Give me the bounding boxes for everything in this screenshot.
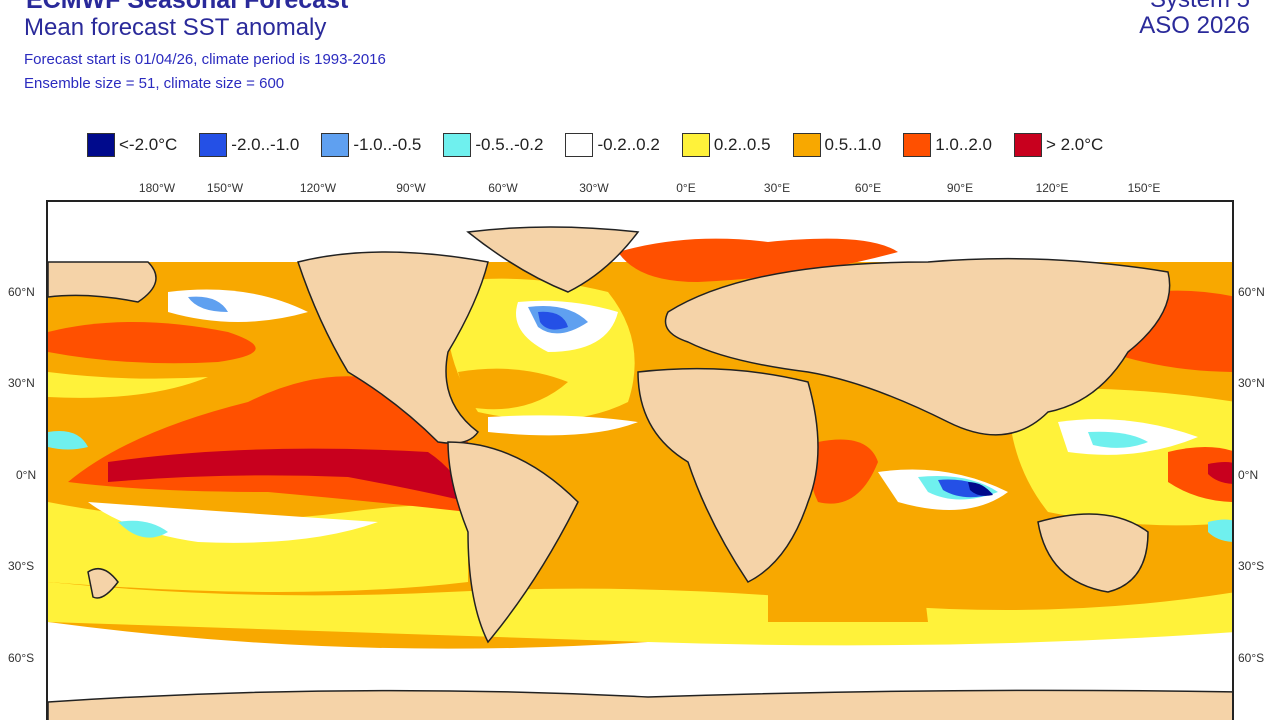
legend-item: -0.5..-0.2 <box>443 133 543 157</box>
legend-swatch <box>792 133 821 157</box>
y-tick-left: 30°S <box>8 559 35 573</box>
x-tick: 60°E <box>854 181 882 195</box>
y-tick-left: 30°N <box>8 376 35 390</box>
legend-swatch <box>443 133 472 157</box>
legend-label: 1.0..2.0 <box>935 135 992 154</box>
x-tick: 90°W <box>396 181 426 195</box>
y-tick-right: 60°S <box>1238 651 1265 665</box>
x-tick: 120°E <box>1035 181 1069 195</box>
forecast-start-text: Forecast start is 01/04/26, climate peri… <box>24 51 386 68</box>
legend-item: -1.0..-0.5 <box>321 133 421 157</box>
y-tick-right: 30°S <box>1238 559 1265 573</box>
legend-label: 0.5..1.0 <box>824 135 882 154</box>
legend-swatch <box>681 133 710 157</box>
org-title: ECMWF Seasonal Forecast <box>26 0 349 14</box>
x-tick: 180°W <box>138 181 176 195</box>
legend-item: 0.2..0.5 <box>681 133 771 157</box>
legend-item: 0.5..1.0 <box>792 133 882 157</box>
legend-item: > 2.0°C <box>1013 133 1104 157</box>
legend-item: -0.2..0.2 <box>565 133 660 157</box>
y-tick-left: 60°S <box>8 651 35 665</box>
y-tick-right: 0°N <box>1238 468 1259 482</box>
map-canvas <box>48 202 1232 720</box>
y-tick-left: 0°N <box>16 468 37 482</box>
sst-anomaly-map <box>46 200 1234 720</box>
x-tick: 30°W <box>579 181 609 195</box>
x-tick: 120°W <box>299 181 337 195</box>
page-title: Mean forecast SST anomaly <box>24 14 327 41</box>
legend-label: -0.2..0.2 <box>597 135 660 154</box>
legend-swatch <box>199 133 228 157</box>
y-tick-left: 60°N <box>8 285 35 299</box>
legend-swatch <box>1013 133 1042 157</box>
legend-label: -2.0..-1.0 <box>231 135 300 154</box>
x-tick: 0°E <box>676 181 696 195</box>
y-tick-right: 60°N <box>1238 285 1265 299</box>
x-tick: 150°E <box>1127 181 1161 195</box>
ensemble-size-text: Ensemble size = 51, climate size = 600 <box>24 75 285 92</box>
system-label: System 5 <box>1150 0 1250 14</box>
legend-swatch <box>565 133 594 157</box>
legend-label: > 2.0°C <box>1045 135 1104 154</box>
legend-label: <-2.0°C <box>119 135 178 154</box>
forecast-period: ASO 2026 <box>1139 12 1250 39</box>
legend-swatch <box>87 133 115 157</box>
x-tick: 90°E <box>946 181 974 195</box>
x-tick: 150°W <box>206 181 244 195</box>
legend-label: -0.5..-0.2 <box>475 135 544 154</box>
legend-item: 1.0..2.0 <box>903 133 992 157</box>
legend-label: 0.2..0.5 <box>713 135 771 154</box>
legend-item: -2.0..-1.0 <box>199 133 299 157</box>
color-legend: <-2.0°C -2.0..-1.0 -1.0..-0.5 -0.5..-0.2… <box>87 133 1125 157</box>
x-tick: 60°W <box>488 181 518 195</box>
legend-swatch <box>321 133 350 157</box>
legend-item: <-2.0°C <box>87 133 177 157</box>
x-tick: 30°E <box>763 181 791 195</box>
legend-swatch <box>903 133 932 157</box>
legend-label: -1.0..-0.5 <box>353 135 422 154</box>
y-tick-right: 30°N <box>1238 376 1265 390</box>
